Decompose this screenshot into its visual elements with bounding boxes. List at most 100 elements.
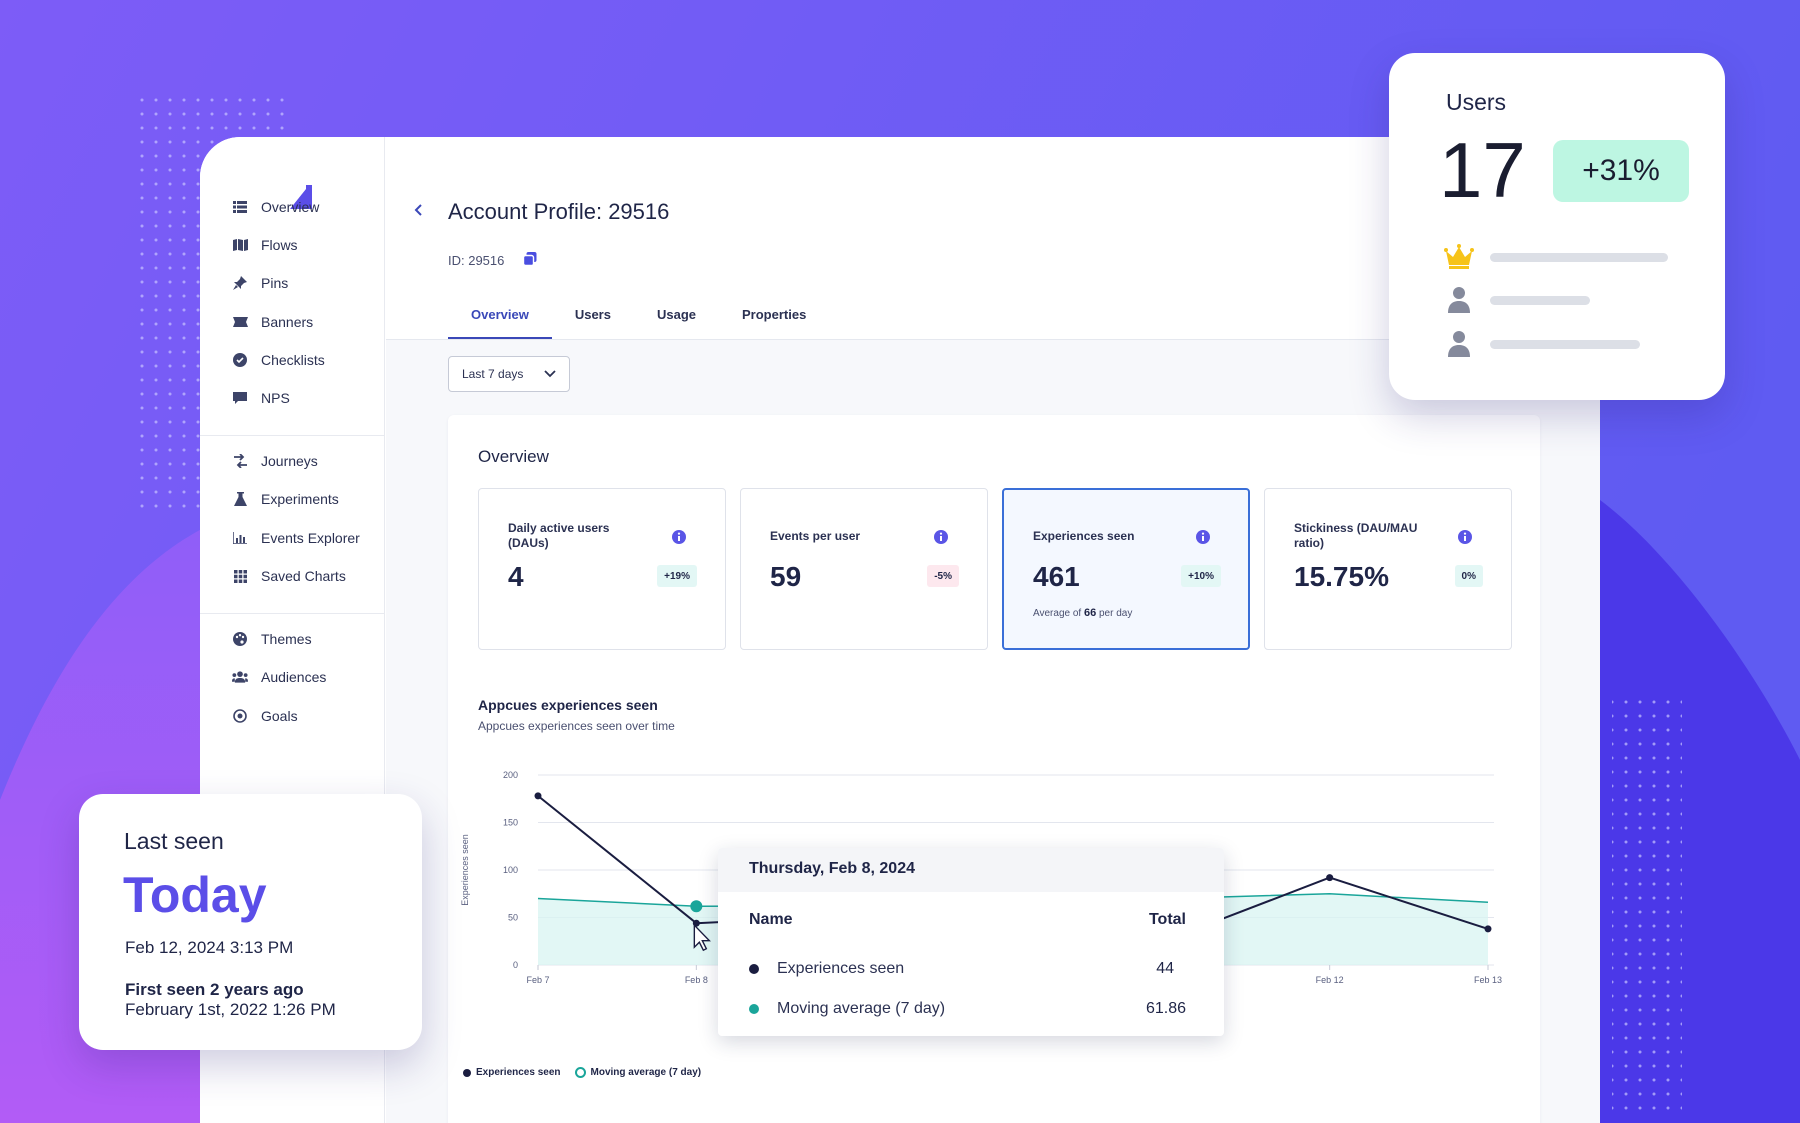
experiences-point: [1484, 925, 1492, 933]
metric-label: Stickiness (DAU/MAU ratio): [1294, 521, 1418, 550]
chat-icon: [232, 390, 248, 406]
person-icon: [1448, 331, 1470, 357]
experiences-point: [534, 792, 542, 800]
sidebar-item-experiments[interactable]: Experiments: [232, 488, 339, 510]
placeholder-bar: [1490, 296, 1590, 305]
back-chevron-icon[interactable]: [412, 203, 426, 217]
sidebar-item-label: Experiments: [261, 491, 339, 507]
metric-dau[interactable]: Daily active users (DAUs) 4 +19%: [478, 488, 726, 650]
chevron-down-icon: [544, 370, 556, 378]
user-row: [1444, 286, 1674, 314]
info-icon[interactable]: [933, 529, 949, 545]
chart-legend: Experiences seen Moving average (7 day): [463, 1067, 701, 1078]
last-seen-date: Feb 12, 2024 3:13 PM: [125, 938, 294, 957]
sidebar-divider: [200, 435, 385, 436]
pin-icon: [232, 275, 248, 291]
tooltip-row: Moving average (7 day) 61.86: [749, 1000, 1186, 1018]
banner-icon: [232, 314, 248, 330]
sidebar-item-audiences[interactable]: Audiences: [232, 666, 326, 688]
account-id: ID: 29516: [448, 253, 505, 268]
legend-item-experiences[interactable]: Experiences seen: [463, 1067, 561, 1078]
tab-users[interactable]: Users: [574, 307, 611, 322]
date-range-select[interactable]: Last 7 days: [448, 356, 570, 392]
user-row: [1444, 243, 1674, 271]
sidebar-item-label: Saved Charts: [261, 568, 346, 584]
tooltip-date: Thursday, Feb 8, 2024: [718, 848, 1224, 892]
tooltip-row-value: 44: [1156, 960, 1174, 977]
last-seen-value: Today: [123, 867, 267, 923]
users-count: 17: [1439, 126, 1526, 214]
tooltip-row: Experiences seen 44: [749, 960, 1186, 978]
sidebar-item-pins[interactable]: Pins: [232, 272, 288, 294]
sidebar-item-saved-charts[interactable]: Saved Charts: [232, 565, 346, 587]
y-tick-label: 150: [503, 818, 518, 828]
sidebar-item-overview[interactable]: Overview: [232, 196, 319, 218]
sidebar-item-label: Themes: [261, 631, 312, 647]
metric-change-badge: 0%: [1454, 565, 1483, 587]
metric-events-per-user[interactable]: Events per user 59 -5%: [740, 488, 988, 650]
metric-change-badge: +19%: [657, 565, 697, 587]
tab-usage[interactable]: Usage: [656, 307, 696, 322]
y-tick-label: 0: [513, 960, 518, 970]
sidebar-item-goals[interactable]: Goals: [232, 705, 298, 727]
metric-change-badge: -5%: [927, 565, 959, 587]
placeholder-bar: [1490, 253, 1668, 262]
person-icon: [1448, 287, 1470, 313]
bar-chart-icon: [232, 530, 248, 546]
sidebar-item-label: Flows: [261, 237, 298, 253]
sidebar-item-nps[interactable]: NPS: [232, 387, 290, 409]
people-icon: [232, 669, 248, 685]
page-title: Account Profile: 29516: [448, 199, 670, 224]
target-icon: [232, 708, 248, 724]
tooltip-col-name: Name: [749, 911, 793, 928]
sidebar-item-banners[interactable]: Banners: [232, 311, 313, 333]
tab-bar: Overview Users Usage Properties: [448, 295, 829, 339]
metric-label: Experiences seen: [1033, 529, 1135, 543]
first-seen-label: First seen 2 years ago: [125, 980, 304, 999]
x-tick-label: Feb 7: [526, 975, 549, 985]
sidebar-item-label: Overview: [261, 199, 320, 215]
metric-experiences-seen[interactable]: Experiences seen 461 +10% Average of 66 …: [1002, 488, 1250, 650]
sidebar-item-events-explorer[interactable]: Events Explorer: [232, 527, 360, 549]
users-title: Users: [1446, 89, 1507, 115]
metric-stickiness[interactable]: Stickiness (DAU/MAU ratio) 15.75% 0%: [1264, 488, 1512, 650]
metric-change-badge: +10%: [1181, 565, 1221, 587]
info-icon[interactable]: [671, 529, 687, 545]
placeholder-bar: [1490, 340, 1640, 349]
copy-icon[interactable]: [522, 251, 538, 267]
tooltip-row-value: 61.86: [1145, 1000, 1186, 1017]
map-icon: [232, 237, 248, 253]
users-change-badge: +31%: [1553, 140, 1689, 202]
sidebar-item-label: Banners: [261, 314, 314, 330]
journey-icon: [232, 453, 248, 469]
sidebar-item-label: Journeys: [261, 453, 318, 469]
metric-value: 4: [508, 561, 524, 592]
info-icon[interactable]: [1457, 529, 1473, 545]
y-tick-label: 100: [503, 865, 518, 875]
legend-item-moving-average[interactable]: Moving average (7 day): [574, 1067, 701, 1078]
y-tick-label: 50: [508, 913, 518, 923]
x-tick-label: Feb 8: [685, 975, 708, 985]
x-tick-label: Feb 13: [1474, 975, 1502, 985]
legend-dot: [574, 1067, 586, 1078]
info-icon[interactable]: [1195, 529, 1211, 545]
sidebar-item-label: Pins: [261, 275, 289, 291]
tab-properties[interactable]: Properties: [742, 307, 807, 322]
sidebar-item-journeys[interactable]: Journeys: [232, 450, 318, 472]
first-seen-date: February 1st, 2022 1:26 PM: [125, 1000, 336, 1019]
sidebar-item-label: Audiences: [261, 669, 327, 685]
logo-icon: [290, 185, 312, 209]
sidebar-item-label: NPS: [261, 390, 290, 406]
tooltip-row-name: Moving average (7 day): [777, 1000, 946, 1017]
check-circle-icon: [232, 352, 248, 368]
chart-tooltip: Thursday, Feb 8, 2024 Name Total Experie…: [718, 848, 1224, 1036]
sidebar-item-label: Goals: [261, 708, 298, 724]
tab-overview[interactable]: Overview: [448, 295, 552, 339]
sidebar-item-themes[interactable]: Themes: [232, 628, 312, 650]
sidebar-item-label: Events Explorer: [261, 530, 360, 546]
last-seen-title: Last seen: [124, 828, 224, 854]
sidebar-item-checklists[interactable]: Checklists: [232, 349, 325, 371]
metric-value: 461: [1033, 561, 1080, 592]
sidebar-item-flows[interactable]: Flows: [232, 234, 298, 256]
metric-label: Events per user: [770, 529, 861, 543]
